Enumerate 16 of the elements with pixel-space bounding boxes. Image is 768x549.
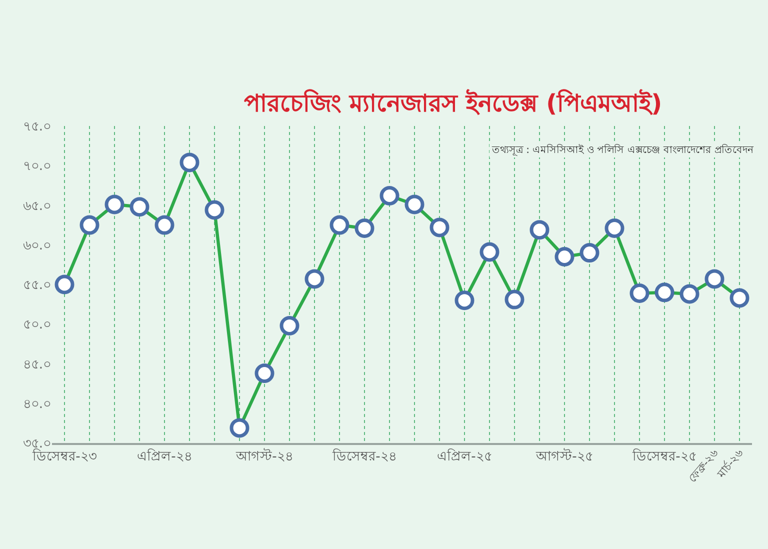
x-tick-label: এপ্রিল-২৪: [137, 448, 192, 464]
x-tick-label: ডিসেম্বর-২৩: [32, 448, 96, 464]
y-tick-label: ৫৫.০: [22, 278, 51, 294]
x-tick-label: আগস্ট-২৪: [235, 448, 293, 464]
y-tick-label: ৪০.০: [22, 396, 51, 412]
y-tick-label: ৬০.০: [22, 238, 51, 254]
x-tick-label: ডিসেম্বর-২৪: [332, 448, 396, 464]
x-tick-label: আগস্ট-২৫: [535, 448, 593, 464]
y-tick-label: ৪৫.০: [22, 357, 51, 372]
annotation: তথ্যসূত্র : এমসিসিআই ও পলিসি এক্সচেঞ্জ বাংলাদেশের প্রতিবেদন: [491, 144, 755, 156]
y-tick-label: ৬৫.০: [22, 198, 51, 214]
y-tick-label: ৫০.০: [22, 318, 51, 333]
y-tick-label: ৭০.০: [22, 159, 51, 174]
x-tick-label: এপ্রিল-২৫: [437, 448, 492, 464]
y-tick-label: ৭৫.০: [22, 120, 51, 135]
chart-title: পারচেজিং ম্যানেজারস ইনডেক্স (পিএমআই): [244, 88, 662, 118]
